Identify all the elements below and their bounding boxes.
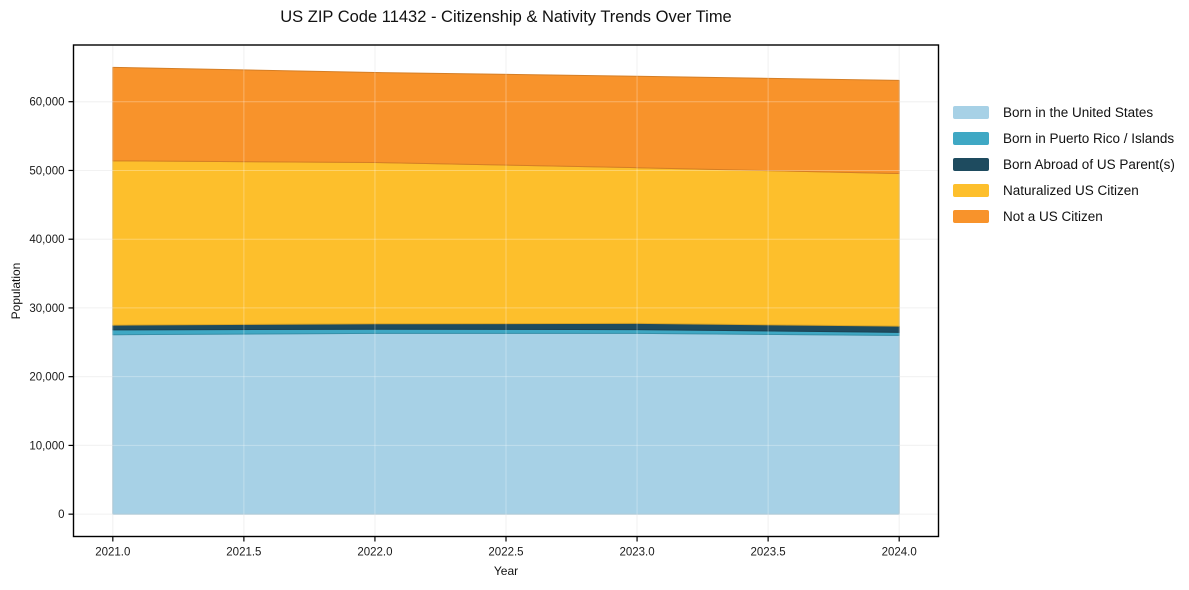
x-tick-label: 2023.0	[619, 546, 654, 558]
y-tick-label: 0	[58, 509, 64, 521]
x-axis-label: Year	[493, 564, 519, 578]
y-tick-label: 50,000	[29, 165, 64, 177]
legend-swatch	[953, 184, 989, 198]
legend-swatch	[953, 105, 989, 119]
legend-swatch	[953, 157, 989, 171]
legend-swatch	[953, 210, 989, 224]
legend-item-label: Born Abroad of US Parent(s)	[1003, 156, 1175, 172]
y-tick-label: 30,000	[29, 303, 64, 315]
legend-item: Not a US Citizen	[953, 204, 1175, 230]
legend-item-label: Born in Puerto Rico / Islands	[1003, 130, 1175, 146]
chart-title: US ZIP Code 11432 - Citizenship & Nativi…	[280, 8, 732, 26]
gridlines-overlay	[73, 45, 939, 537]
legend-item: Born Abroad of US Parent(s)	[953, 151, 1175, 177]
legend-item-label: Not a US Citizen	[1003, 209, 1103, 225]
x-tick-label: 2024.0	[882, 546, 917, 558]
y-tick-label: 10,000	[29, 440, 64, 452]
x-tick-label: 2023.5	[751, 546, 786, 558]
legend: Born in the United States Born in Puerto…	[953, 99, 1175, 230]
stacked-areas	[112, 66, 900, 515]
x-tick-label: 2021.0	[95, 546, 130, 558]
axis-ticks	[68, 101, 900, 542]
legend-item: Born in Puerto Rico / Islands	[953, 125, 1175, 151]
tick-labels: 2021.0 2021.5 2022.0 2022.5 2023.0 2023.5 2024…	[29, 97, 916, 559]
y-tick-label: 40,000	[29, 234, 64, 246]
legend-item-label: Naturalized US Citizen	[1003, 183, 1139, 199]
y-tick-label: 60,000	[29, 97, 64, 109]
area-series-4	[112, 66, 900, 175]
x-tick-label: 2022.5	[488, 546, 523, 558]
legend-item-label: Born in the United States	[1003, 104, 1154, 120]
y-tick-label: 20,000	[29, 372, 64, 384]
x-tick-label: 2022.0	[357, 546, 392, 558]
legend-swatch	[953, 131, 989, 145]
legend-item: Born in the United States	[953, 99, 1175, 125]
y-axis-label: Population	[9, 262, 23, 320]
legend-item: Naturalized US Citizen	[953, 178, 1175, 204]
x-tick-label: 2021.5	[226, 546, 261, 558]
